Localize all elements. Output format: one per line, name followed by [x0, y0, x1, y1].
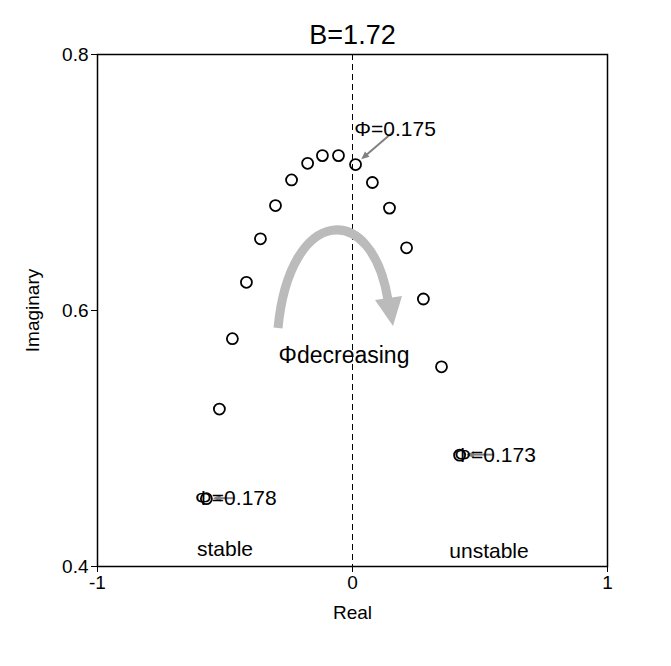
svg-text:Imaginary: Imaginary	[22, 268, 43, 352]
svg-text:Φ=0.178: Φ=0.178	[195, 486, 277, 509]
svg-text:0: 0	[347, 572, 358, 593]
svg-text:B=1.72: B=1.72	[309, 20, 395, 50]
svg-text:1: 1	[602, 572, 613, 593]
svg-text:Real: Real	[333, 602, 372, 623]
svg-text:Φ=0.175: Φ=0.175	[354, 117, 436, 140]
svg-text:-1: -1	[89, 572, 106, 593]
svg-text:Φdecreasing: Φdecreasing	[279, 342, 410, 368]
svg-text:Φ=0.173: Φ=0.173	[454, 443, 536, 466]
svg-text:unstable: unstable	[449, 539, 528, 562]
svg-text:0.4: 0.4	[62, 556, 89, 577]
svg-text:0.8: 0.8	[62, 44, 88, 65]
svg-text:0.6: 0.6	[62, 300, 88, 321]
svg-text:stable: stable	[197, 537, 253, 560]
